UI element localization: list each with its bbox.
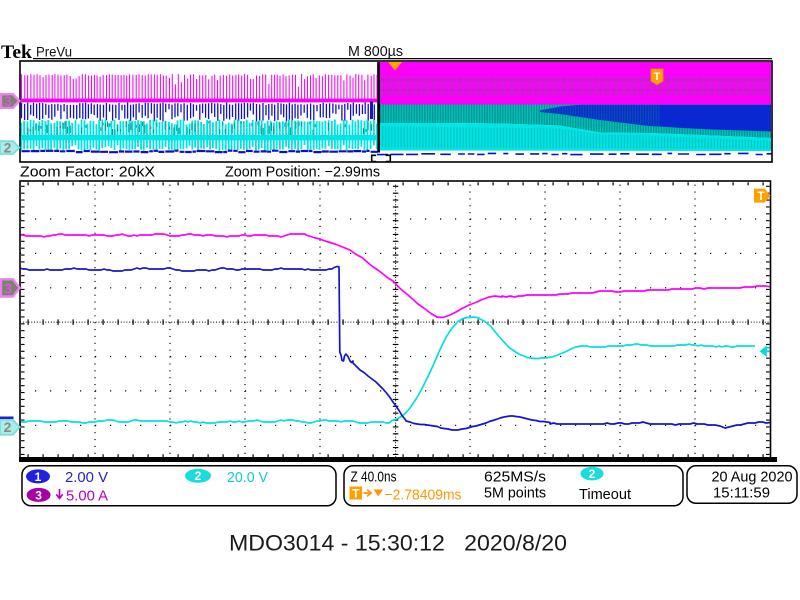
svg-text:Zoom Position: −2.99ms: Zoom Position: −2.99ms [225,164,380,181]
svg-text:PreVu: PreVu [36,44,72,60]
svg-text:20.0 V: 20.0 V [227,469,268,486]
svg-text:Zoom Factor: 20kX: Zoom Factor: 20kX [20,164,155,181]
svg-text:T: T [654,71,661,83]
svg-text:2: 2 [4,419,12,435]
svg-text:MDO3014 - 15:30:12 2020/8/20: MDO3014 - 15:30:12 2020/8/20 [229,531,567,556]
svg-text:−2.78409ms: −2.78409ms [385,487,462,504]
svg-text:15:11:59: 15:11:59 [713,485,770,502]
svg-text:2.00 V: 2.00 V [65,469,108,486]
svg-text:2: 2 [589,467,596,481]
svg-text:2: 2 [195,469,202,483]
svg-text:5.00 A: 5.00 A [66,487,108,504]
svg-text:1: 1 [35,470,42,484]
svg-text:3: 3 [4,93,12,109]
svg-text:5M points: 5M points [484,484,546,501]
svg-text:Timeout: Timeout [579,486,632,503]
svg-text:625MS/s: 625MS/s [484,468,546,485]
svg-text:Tek: Tek [1,43,33,63]
svg-text:T: T [757,191,764,203]
svg-text:3: 3 [35,488,42,502]
svg-text:20 Aug 2020: 20 Aug 2020 [712,468,793,485]
svg-text:M 800µs: M 800µs [348,43,403,60]
svg-text:2: 2 [4,140,12,156]
svg-text:T: T [352,487,360,501]
svg-text:3: 3 [4,281,12,298]
svg-text:Z 40.0ns: Z 40.0ns [351,468,397,485]
